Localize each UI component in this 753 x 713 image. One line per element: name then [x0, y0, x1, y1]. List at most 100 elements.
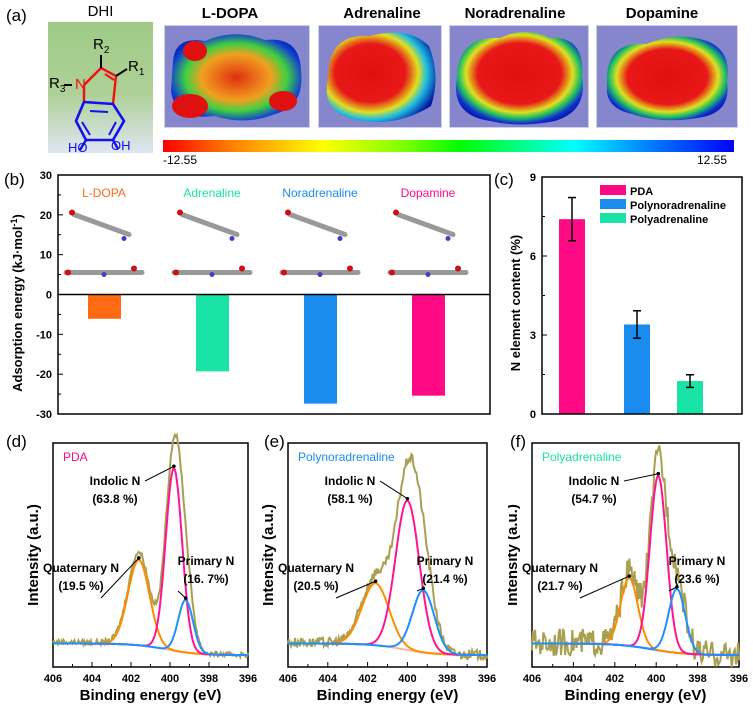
chart-d-baseline — [53, 642, 248, 656]
legend-label-polyadrenaline: Polyadrenaline — [630, 214, 708, 226]
chart-d-peak-primary-n — [53, 598, 248, 656]
chart-e-xtick-label: 398 — [438, 673, 456, 685]
oxygen-atom — [393, 209, 399, 216]
chart-e-xtick-label: 406 — [279, 673, 297, 685]
esp-title-adrenaline: Adrenaline — [343, 5, 421, 22]
chart-d-annotation-arrow — [144, 465, 175, 482]
chart-f-xtick-label: 404 — [564, 673, 583, 685]
chart-c-ytick-label: 0 — [530, 409, 536, 421]
chart-b-bar-adrenaline — [196, 294, 229, 372]
chart-c-bar-polynoradrenaline — [624, 324, 650, 414]
chart-d-ylabel: Intensity (a.u.) — [25, 504, 42, 606]
chart-e-peak-primary-n — [288, 589, 487, 656]
molecule-model-noradrenaline — [279, 209, 361, 277]
chart-e-arrow-head — [405, 496, 410, 501]
chart-f-xtick-label: 402 — [606, 673, 624, 685]
panel-label-f: (f) — [510, 432, 526, 451]
nitrogen-atom — [425, 272, 431, 277]
panel-label-b: (b) — [4, 170, 25, 189]
chart-c-ylabel: N element content (%) — [508, 235, 523, 372]
chart-d-annotation-percent: (19.5 %) — [58, 579, 103, 593]
chart-c-bar-pda — [559, 219, 585, 414]
chart-f-annotation-quaternary-n: Quaternary N — [522, 561, 598, 575]
oxygen-atom — [173, 269, 179, 276]
esp-title-noradrenaline: Noradrenaline — [464, 5, 566, 22]
dhi-structure-drawing — [64, 55, 128, 151]
esp-title-ldopa: L-DOPA — [201, 5, 259, 22]
esp-map-ldopa — [164, 25, 310, 128]
legend-swatch-polynoradrenaline — [600, 199, 626, 209]
colorbar-max: 12.55 — [697, 153, 728, 167]
chart-f-annotation-indolic-n: Indolic N — [569, 474, 620, 488]
molecule-model-l-dopa — [63, 209, 145, 277]
esp-map-adrenaline — [318, 25, 442, 128]
dhi-nitrogen: N — [75, 76, 86, 93]
nitrogen-atom — [229, 236, 235, 241]
oxygen-atom — [389, 269, 395, 276]
dhi-r3: R3 — [49, 75, 66, 95]
chart-f-annotation-arrow — [579, 575, 630, 599]
esp-map-noradrenaline — [449, 25, 589, 128]
nitrogen-atom — [337, 236, 343, 241]
dhi-ho: HO — [68, 140, 88, 155]
chart-b-category-label: Adrenaline — [183, 186, 241, 200]
chart-e-sample-label: Polynoradrenaline — [298, 450, 395, 464]
chart-e-ylabel: Intensity (a.u.) — [262, 504, 277, 606]
chart-d-annotation-indolic-n: Indolic N — [90, 474, 141, 488]
chart-f-annotation-primary-n: Primary N — [669, 554, 726, 568]
chart-d-xtick-label: 402 — [122, 673, 140, 685]
chart-e-annotation-percent: (58.1 %) — [327, 492, 372, 506]
oxygen-atom — [239, 265, 245, 272]
chart-b-ytick-label: 0 — [46, 290, 52, 302]
chart-c-ytick-label: 6 — [530, 251, 536, 263]
panel-label-c: (c) — [494, 170, 514, 189]
panel-label-d: (d) — [6, 432, 27, 451]
esp-title-dopamine: Dopamine — [625, 5, 699, 22]
chart-f-xtick-label: 396 — [730, 673, 748, 685]
chart-e-arrow-head — [421, 586, 426, 591]
nitrogen-atom — [445, 236, 451, 241]
chart-d-arrow-head — [137, 556, 141, 560]
chart-d-annotation-primary-n: Primary N — [178, 554, 235, 568]
legend-label-polynoradrenaline: Polynoradrenaline — [630, 200, 726, 212]
dhi-r2: R2 — [93, 36, 110, 56]
chart-e-xtick-label: 400 — [398, 673, 416, 685]
chart-f-xtick-label: 398 — [688, 673, 706, 685]
oxygen-atom — [177, 209, 183, 216]
nitrogen-atom — [121, 236, 127, 241]
legend-swatch-pda — [600, 185, 626, 195]
esp-map-dopamine — [596, 25, 738, 128]
oxygen-atom — [281, 269, 287, 276]
chart-d: (d) PDA 406 404 402 400 398 396 Binding energy (… — [6, 432, 257, 704]
chart-f-xtick-label: 400 — [647, 673, 665, 685]
adsorbate-ring — [287, 212, 348, 237]
nitrogen-atom — [101, 272, 107, 277]
molecule-model-dopamine — [387, 209, 469, 277]
chart-d-arrow-head — [183, 596, 188, 600]
chart-f-annotation-percent: (23.6 %) — [674, 572, 719, 586]
chart-d-annotation-quaternary-n: Quaternary N — [43, 561, 119, 575]
dhi-r1: R1 — [128, 58, 145, 78]
oxygen-atom — [65, 269, 71, 276]
chart-c-ytick-label: 3 — [530, 330, 536, 342]
adsorbate-ring — [395, 212, 456, 237]
chart-e-xtick-label: 402 — [358, 673, 376, 685]
chart-b-ytick-label: -20 — [36, 369, 52, 381]
chart-e-annotation-quaternary-n: Quaternary N — [278, 561, 354, 575]
chart-b-ytick-label: -10 — [36, 329, 52, 341]
chart-d-annotation-arrow — [100, 557, 140, 599]
chart-d-sample-label: PDA — [63, 450, 88, 464]
chart-b-category-label: Dopamine — [401, 186, 456, 200]
chart-f-arrow-head — [675, 585, 679, 589]
chart-e-annotation-percent: (20.5 %) — [293, 579, 338, 593]
chart-e: (e) Polynoradrenaline 406 404 402 400 398 396 Bi… — [262, 432, 496, 704]
chart-e-annotation-primary-n: Primary N — [417, 554, 474, 568]
chart-f-annotation-arrow — [623, 473, 659, 482]
adsorbate-ring — [71, 212, 132, 237]
chart-d-raw-spectrum — [52, 432, 249, 661]
chart-b: (b) 30 20 10 0 -10 -20 -30 L-DOPA Adrenaline Nor… — [4, 170, 491, 421]
colorbar-min: -12.55 — [163, 153, 198, 167]
chart-b-bar-noradrenaline — [304, 294, 337, 404]
chart-d-arrow-head — [172, 464, 176, 469]
chart-b-ytick-label: 20 — [40, 210, 52, 222]
